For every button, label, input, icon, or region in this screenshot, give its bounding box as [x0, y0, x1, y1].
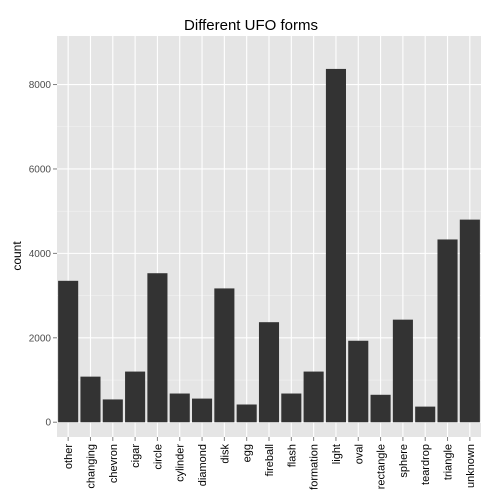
bar-teardrop: [415, 406, 436, 423]
x-tick-label: circle: [152, 444, 164, 470]
x-tick-label: cigar: [130, 444, 142, 468]
x-tick-label: changing: [85, 444, 97, 489]
x-tick-label: disk: [219, 444, 231, 464]
y-tick-label: 8000: [29, 80, 52, 91]
x-tick-label: teardrop: [420, 444, 432, 485]
y-tick-label: 2000: [29, 333, 52, 344]
x-tick-label: formation: [309, 444, 321, 490]
y-axis: 0 2000 4000 6000 8000: [29, 80, 57, 429]
y-axis-label: count: [10, 241, 24, 271]
x-tick-label: triangle: [443, 444, 455, 480]
bar-egg: [236, 404, 257, 423]
x-tick-label: oval: [353, 444, 365, 464]
x-tick-label: cylinder: [175, 444, 187, 482]
x-tick-label: sphere: [398, 444, 410, 478]
bar-fireball: [258, 322, 280, 423]
bar-rectangle: [370, 394, 391, 423]
x-tick-label: fireball: [264, 444, 276, 476]
bars: [58, 68, 480, 423]
bar-cylinder: [169, 393, 190, 423]
bar-disk: [214, 288, 235, 423]
bar-triangle: [437, 239, 458, 423]
bar-sphere: [392, 319, 413, 423]
bar-light: [325, 68, 346, 423]
x-tick-label: diamond: [197, 444, 209, 486]
bar-unknown: [459, 219, 480, 423]
bar-chevron: [102, 399, 123, 423]
x-tick-label: other: [63, 444, 75, 469]
y-tick-label: 0: [45, 418, 51, 429]
bar-other: [58, 280, 79, 423]
x-axis: other changing chevron cigar circle cylinder d…: [63, 437, 477, 490]
bar-changing: [80, 376, 101, 423]
y-tick-label: 6000: [29, 164, 52, 175]
bar-circle: [147, 273, 168, 423]
bar-oval: [348, 340, 369, 423]
x-tick-label: rectangle: [376, 444, 388, 489]
x-tick-label: light: [331, 444, 343, 464]
bar-formation: [303, 371, 324, 423]
x-tick-label: chevron: [108, 444, 120, 483]
bar-diamond: [192, 398, 213, 423]
bar-flash: [281, 393, 302, 423]
x-tick-label: flash: [286, 444, 298, 467]
chart-title: Different UFO forms: [184, 17, 318, 34]
x-tick-label: egg: [242, 444, 254, 462]
x-tick-label: unknown: [465, 444, 477, 488]
bar-cigar: [125, 371, 146, 423]
y-tick-label: 4000: [29, 249, 52, 260]
